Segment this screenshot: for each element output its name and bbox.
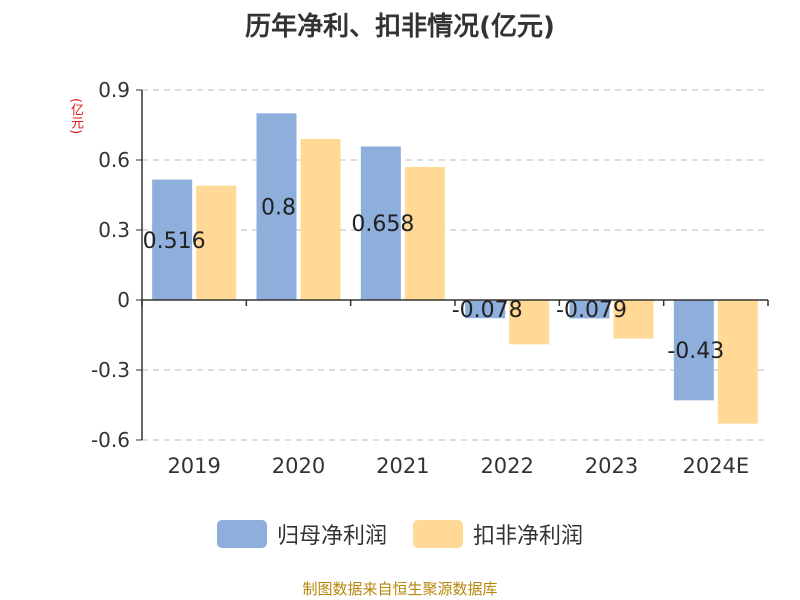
bar-series-2-2024E	[717, 300, 758, 424]
bar-series-1-2024E	[673, 300, 714, 401]
data-label-series-1: 0.658	[351, 212, 414, 237]
legend-label-series-2: 扣非净利润	[473, 524, 584, 549]
legend-swatch-series-2	[413, 520, 463, 548]
data-label-series-1: -0.43	[667, 339, 724, 364]
legend-label-series-1: 归母净利润	[276, 524, 387, 549]
chart-title: 历年净利、扣非情况(亿元)	[245, 12, 555, 42]
x-tick-label: 2022	[480, 454, 533, 478]
bar-series-1-2022	[465, 300, 506, 319]
legend-item-series-2[interactable]: 扣非净利润	[413, 518, 583, 550]
x-tick-label: 2019	[167, 454, 220, 478]
data-label-series-1: -0.078	[452, 298, 523, 323]
bar-series-2-2021	[404, 167, 445, 300]
y-axis-unit-label: (亿元)	[68, 98, 83, 135]
bar-series-1-2019	[152, 179, 193, 300]
bar-series-2-2022	[509, 300, 550, 345]
x-tick-label: 2024E	[682, 454, 749, 478]
x-tick-label: 2020	[272, 454, 325, 478]
x-tick-label: 2021	[376, 454, 429, 478]
source-note: 制图数据来自恒生聚源数据库	[302, 580, 498, 598]
x-tick-label: 2023	[585, 454, 638, 478]
bar-series-1-2020	[256, 113, 297, 300]
bar-series-2-2020	[300, 139, 341, 300]
bar-series-2-2019	[196, 185, 237, 300]
y-tick-label: 0.9	[98, 78, 130, 102]
y-tick-label: -0.3	[91, 358, 130, 382]
y-tick-label: 0	[117, 288, 130, 312]
bar-series-2-2023	[613, 300, 654, 339]
data-label-series-1: 0.8	[261, 196, 296, 221]
data-label-series-1: 0.516	[143, 229, 206, 254]
legend-swatch-series-1	[216, 520, 267, 548]
y-tick-label: 0.3	[98, 218, 130, 242]
bar-series-1-2023	[569, 300, 610, 319]
y-tick-label: -0.6	[91, 428, 130, 452]
legend: 归母净利润 扣非净利润	[0, 518, 800, 550]
bar-series-1-2021	[360, 146, 401, 300]
data-label-series-1: -0.079	[556, 298, 627, 323]
y-tick-label: 0.6	[98, 148, 130, 172]
legend-item-series-1[interactable]: 归母净利润	[216, 518, 387, 550]
